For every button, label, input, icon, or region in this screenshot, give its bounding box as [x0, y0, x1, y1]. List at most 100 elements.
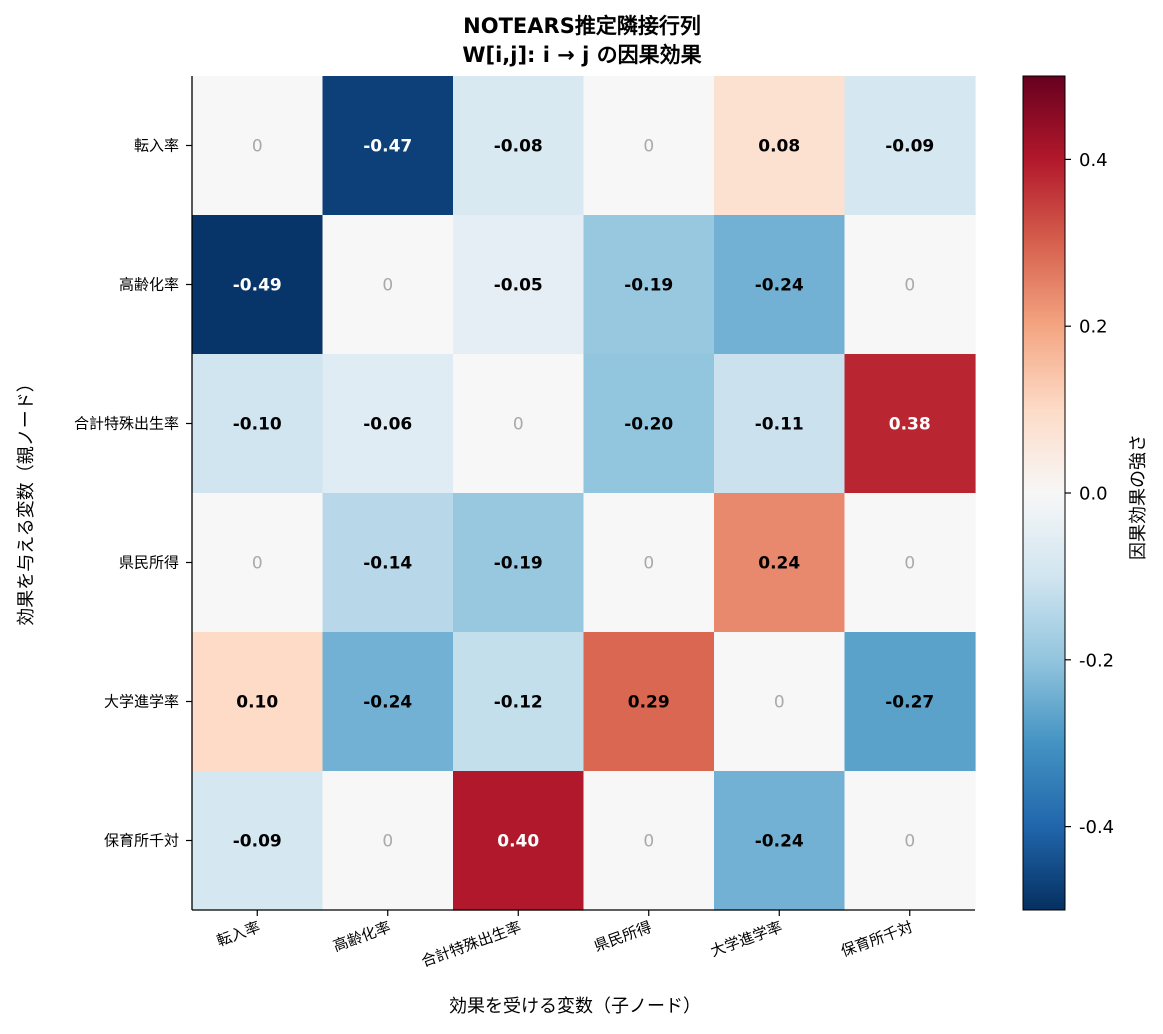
x-axis-label: 効果を受ける変数（子ノード）: [449, 996, 701, 1017]
x-tick-label: 合計特殊出生率: [419, 918, 524, 971]
y-tick-label: 保育所千対: [104, 832, 179, 850]
cell-value-label-1-2: -0.05: [494, 276, 543, 296]
heatmap-cells: [192, 76, 976, 911]
cell-value-label-1-4: -0.24: [755, 276, 804, 296]
y-tick-label: 大学進学率: [104, 693, 179, 711]
heatmap-cell-5-4: [714, 771, 846, 911]
cell-value-label-2-2: 0: [513, 415, 524, 435]
heatmap-cell-3-4: [714, 493, 846, 633]
heatmap-cell-2-4: [714, 354, 846, 494]
chart-title-line2: W[i,j]: i → j の因果効果: [462, 43, 701, 67]
y-tick-label: 転入率: [134, 137, 179, 155]
heatmap-cell-0-2: [453, 76, 585, 216]
x-tick-label: 転入率: [214, 918, 262, 950]
cell-value-label-2-0: -0.10: [233, 415, 282, 435]
colorbar-tick-label: -0.4: [1079, 817, 1114, 838]
heatmap-cell-5-0: [192, 771, 324, 911]
heatmap-cell-1-0: [192, 215, 324, 355]
cell-value-label-0-3: 0: [643, 137, 654, 157]
cell-value-label-2-5: 0.38: [889, 415, 931, 435]
heatmap-cell-2-3: [583, 354, 715, 494]
cell-value-label-5-5: 0: [904, 832, 915, 852]
chart-title-line1: NOTEARS推定隣接行列: [463, 14, 701, 38]
cell-value-label-0-5: -0.09: [885, 137, 934, 157]
cell-value-label-3-3: 0: [643, 554, 654, 574]
heatmap-cell-4-3: [583, 632, 715, 772]
x-tick-label: 保育所千対: [838, 918, 915, 961]
cell-value-label-0-1: -0.47: [363, 137, 412, 157]
cell-value-label-4-5: -0.27: [885, 693, 934, 713]
cell-value-label-3-2: -0.19: [494, 554, 543, 574]
colorbar-label: 因果効果の強さ: [1128, 434, 1149, 560]
y-tick-label: 合計特殊出生率: [74, 415, 179, 433]
cell-value-label-3-5: 0: [904, 554, 915, 574]
cell-value-label-5-0: -0.09: [233, 832, 282, 852]
cell-value-label-0-2: -0.08: [494, 137, 543, 157]
heatmap-cell-5-2: [453, 771, 585, 911]
cell-value-label-4-3: 0.29: [628, 693, 670, 713]
heatmap-cell-1-3: [583, 215, 715, 355]
heatmap-cell-1-4: [714, 215, 846, 355]
heatmap-cell-1-1: [322, 215, 454, 355]
heatmap-cell-2-1: [322, 354, 454, 494]
cell-value-label-5-4: -0.24: [755, 832, 804, 852]
heatmap-cell-1-2: [453, 215, 585, 355]
cell-value-label-1-0: -0.49: [233, 276, 282, 296]
heatmap-cell-5-5: [844, 771, 976, 911]
heatmap-cell-4-1: [322, 632, 454, 772]
heatmap-cell-0-1: [322, 76, 454, 216]
heatmap-cell-3-1: [322, 493, 454, 633]
heatmap-cell-1-5: [844, 215, 976, 355]
cell-value-label-4-0: 0.10: [236, 693, 278, 713]
cell-value-label-2-1: -0.06: [363, 415, 412, 435]
heatmap-cell-3-5: [844, 493, 976, 633]
colorbar-tick-label: 0.4: [1079, 150, 1108, 171]
cell-value-label-4-4: 0: [774, 693, 785, 713]
x-tick-label: 大学進学率: [708, 918, 785, 961]
cell-value-label-1-5: 0: [904, 276, 915, 296]
heatmap-cell-0-3: [583, 76, 715, 216]
heatmap-cell-4-4: [714, 632, 846, 772]
heatmap-cell-3-2: [453, 493, 585, 633]
cell-value-label-2-4: -0.11: [755, 415, 804, 435]
heatmap-cell-2-5: [844, 354, 976, 494]
heatmap-cell-0-5: [844, 76, 976, 216]
cell-value-label-5-2: 0.40: [497, 832, 539, 852]
y-tick-label: 県民所得: [119, 554, 179, 572]
cell-value-label-4-1: -0.24: [363, 693, 412, 713]
colorbar: 0.4 0.2 0.0 -0.2 -0.4 因果効果の強さ: [1022, 75, 1149, 911]
cell-value-label-0-4: 0.08: [758, 137, 800, 157]
cell-value-label-2-3: -0.20: [624, 415, 673, 435]
cell-value-label-5-1: 0: [382, 832, 393, 852]
colorbar-ticks: 0.4 0.2 0.0 -0.2 -0.4: [1065, 150, 1114, 838]
heatmap-cell-3-0: [192, 493, 324, 633]
cell-value-label-3-0: 0: [252, 554, 263, 574]
cell-value-label-0-0: 0: [252, 137, 263, 157]
colorbar-tick-label: -0.2: [1079, 650, 1114, 671]
heatmap-value-labels: 0 -0.47 -0.08 0 0.08 -0.09 -0.49 0 -0.05 -0.19 -0.…: [233, 137, 935, 852]
cell-value-label-5-3: 0: [643, 832, 654, 852]
colorbar-gradient: [1022, 75, 1066, 911]
heatmap-cell-2-0: [192, 354, 324, 494]
heatmap-cell-4-0: [192, 632, 324, 772]
heatmap-cell-0-4: [714, 76, 846, 216]
colorbar-tick-label: 0.0: [1079, 484, 1108, 505]
cell-value-label-1-3: -0.19: [624, 276, 673, 296]
colorbar-tick-label: 0.2: [1079, 317, 1108, 338]
heatmap-cell-4-2: [453, 632, 585, 772]
plot-axes: [191, 76, 975, 911]
x-tick-label: 高齢化率: [331, 918, 394, 955]
cell-value-label-1-1: 0: [382, 276, 393, 296]
y-axis-label: 効果を与える変数（親ノード）: [16, 374, 37, 625]
x-tick-label: 県民所得: [592, 918, 655, 955]
heatmap-cell-0-0: [192, 76, 324, 216]
cell-value-label-4-2: -0.12: [494, 693, 543, 713]
x-axis-ticks: 転入率 高齢化率 合計特殊出生率 県民所得 大学進学率 保育所千対: [214, 910, 915, 971]
heatmap-cell-4-5: [844, 632, 976, 772]
heatmap-cell-2-2: [453, 354, 585, 494]
heatmap-cell-5-1: [322, 771, 454, 911]
y-tick-label: 高齢化率: [119, 276, 179, 294]
heatmap-cell-3-3: [583, 493, 715, 633]
